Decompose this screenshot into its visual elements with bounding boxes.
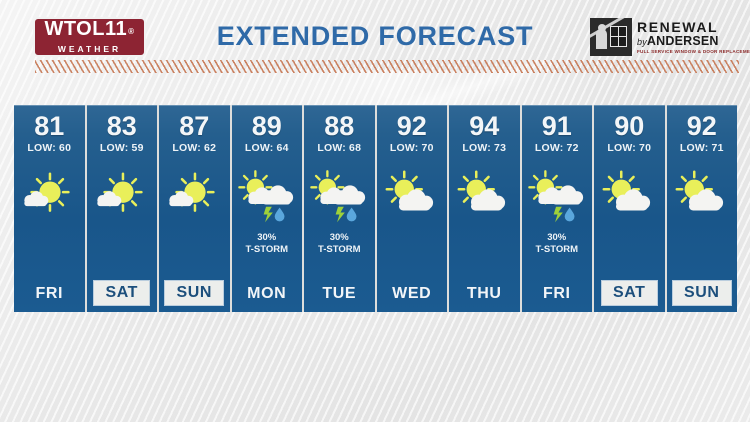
day-label: SAT <box>601 281 657 305</box>
high-temperature: 83 <box>106 111 137 141</box>
logo-subtitle: WEATHER <box>57 44 122 54</box>
day-label-wrap: SUN <box>159 281 230 305</box>
pop-line: T-STORM <box>317 244 361 255</box>
sponsor-installer-icon <box>590 18 632 56</box>
sun-small-cloud-icon <box>14 164 85 230</box>
sun-behind-cloud-icon <box>594 164 665 230</box>
forecast-day-column[interactable]: 92 LOW: 71 SUN <box>666 105 738 312</box>
sun-cloud-thunderstorm-icon <box>304 164 375 230</box>
sponsor-by-word: by <box>637 36 647 47</box>
wtol11-weather-logo: WTOL 11 ® WEATHER <box>33 17 146 57</box>
day-label: TUE <box>322 285 357 302</box>
low-temperature: LOW: 60 <box>27 142 72 154</box>
low-temperature: LOW: 68 <box>317 142 362 154</box>
low-temperature: LOW: 64 <box>244 142 289 154</box>
day-label-wrap: SUN <box>667 281 738 305</box>
day-label-wrap: SAT <box>594 281 665 305</box>
sponsor-brand-word: ANDERSEN <box>646 33 719 48</box>
day-label: WED <box>392 285 432 302</box>
pop-line: T-STORM <box>535 244 579 255</box>
sun-small-cloud-icon <box>159 164 230 230</box>
forecast-day-column[interactable]: 83 LOW: 59 SAT <box>86 105 159 312</box>
logo-channel-number: 11 <box>104 18 128 40</box>
day-label-wrap: FRI <box>14 283 85 305</box>
day-label: SUN <box>165 281 224 305</box>
pop-line: 30% <box>329 232 349 243</box>
sponsor-person-body-icon <box>596 29 607 49</box>
day-label: FRI <box>542 285 571 302</box>
day-label-wrap: THU <box>449 283 520 305</box>
forecast-day-column[interactable]: 91 LOW: 72 30% T-STORM FRI <box>521 105 594 312</box>
sponsor-name-line2: byANDERSEN <box>637 33 750 48</box>
sun-behind-cloud-icon <box>667 164 738 230</box>
header-bar: WTOL 11 ® WEATHER EXTENDED FORECAST RENEWA… <box>0 0 750 60</box>
day-label-wrap: FRI <box>522 283 593 305</box>
high-temperature: 94 <box>469 111 500 141</box>
day-label-wrap: SAT <box>87 281 158 305</box>
high-temperature: 90 <box>614 111 645 141</box>
sun-behind-cloud-icon <box>449 164 520 230</box>
sun-cloud-thunderstorm-icon <box>232 164 303 230</box>
sponsor-window-icon <box>610 26 627 47</box>
forecast-day-column[interactable]: 88 LOW: 68 30% T-STORM TUE <box>304 105 377 312</box>
forecast-day-column[interactable]: 87 LOW: 62 SUN <box>159 105 232 312</box>
low-temperature: LOW: 72 <box>534 142 579 154</box>
precipitation-chance: 30% T-STORM <box>245 232 288 256</box>
precipitation-chance: 30% T-STORM <box>318 232 361 256</box>
forecast-day-column[interactable]: 92 LOW: 70 WED <box>376 105 449 312</box>
low-temperature: LOW: 70 <box>389 142 434 154</box>
low-temperature: LOW: 73 <box>462 142 507 154</box>
low-temperature: LOW: 71 <box>679 142 724 154</box>
sponsor-person-head-icon <box>598 24 606 32</box>
high-temperature: 87 <box>179 111 210 141</box>
day-label-wrap: TUE <box>304 283 375 305</box>
high-temperature: 88 <box>324 111 355 141</box>
sponsor-logo: RENEWAL byANDERSEN FULL SERVICE WINDOW &… <box>590 16 750 58</box>
sponsor-tagline: FULL SERVICE WINDOW & DOOR REPLACEMENT <box>637 48 750 54</box>
precipitation-chance: 30% T-STORM <box>535 232 578 256</box>
pop-line: 30% <box>547 232 567 243</box>
sun-behind-cloud-icon <box>377 164 448 230</box>
forecast-day-column[interactable]: 81 LOW: 60 FRI <box>14 105 87 312</box>
sun-cloud-thunderstorm-icon <box>522 164 593 230</box>
high-temperature: 91 <box>541 111 572 141</box>
low-temperature: LOW: 70 <box>607 142 652 154</box>
extended-forecast-strip: 81 LOW: 60 FRI 83 LOW: 59 SAT 87 LOW: 62 SUN 89 LO… <box>14 105 737 312</box>
forecast-day-column[interactable]: 94 LOW: 73 THU <box>449 105 522 312</box>
logo-station-letters: WTOL <box>44 18 105 40</box>
registered-trademark-icon: ® <box>128 27 135 36</box>
forecast-day-column[interactable]: 89 LOW: 64 30% T-STORM MON <box>231 105 304 312</box>
forecast-day-column[interactable]: 90 LOW: 70 SAT <box>594 105 667 312</box>
high-temperature: 92 <box>686 111 717 141</box>
sponsor-name-line1: RENEWAL <box>637 18 719 35</box>
high-temperature: 92 <box>396 111 427 141</box>
high-temperature: 81 <box>34 111 65 141</box>
low-temperature: LOW: 62 <box>172 142 217 154</box>
day-label: SUN <box>672 281 731 305</box>
pop-line: T-STORM <box>245 244 289 255</box>
day-label: MON <box>247 285 287 302</box>
day-label-wrap: MON <box>232 283 303 305</box>
page-title: EXTENDED FORECAST <box>216 21 534 51</box>
day-label: FRI <box>35 285 64 302</box>
day-label-wrap: WED <box>377 283 448 305</box>
sun-small-cloud-icon <box>87 164 158 230</box>
low-temperature: LOW: 59 <box>99 142 144 154</box>
hatched-divider <box>35 60 739 73</box>
pop-line: 30% <box>257 232 277 243</box>
sponsor-text-block: RENEWAL byANDERSEN FULL SERVICE WINDOW &… <box>637 20 750 55</box>
day-label: THU <box>466 285 502 302</box>
high-temperature: 89 <box>251 111 282 141</box>
day-label: SAT <box>94 281 150 305</box>
logo-main-text: WTOL 11 ® <box>44 18 135 42</box>
